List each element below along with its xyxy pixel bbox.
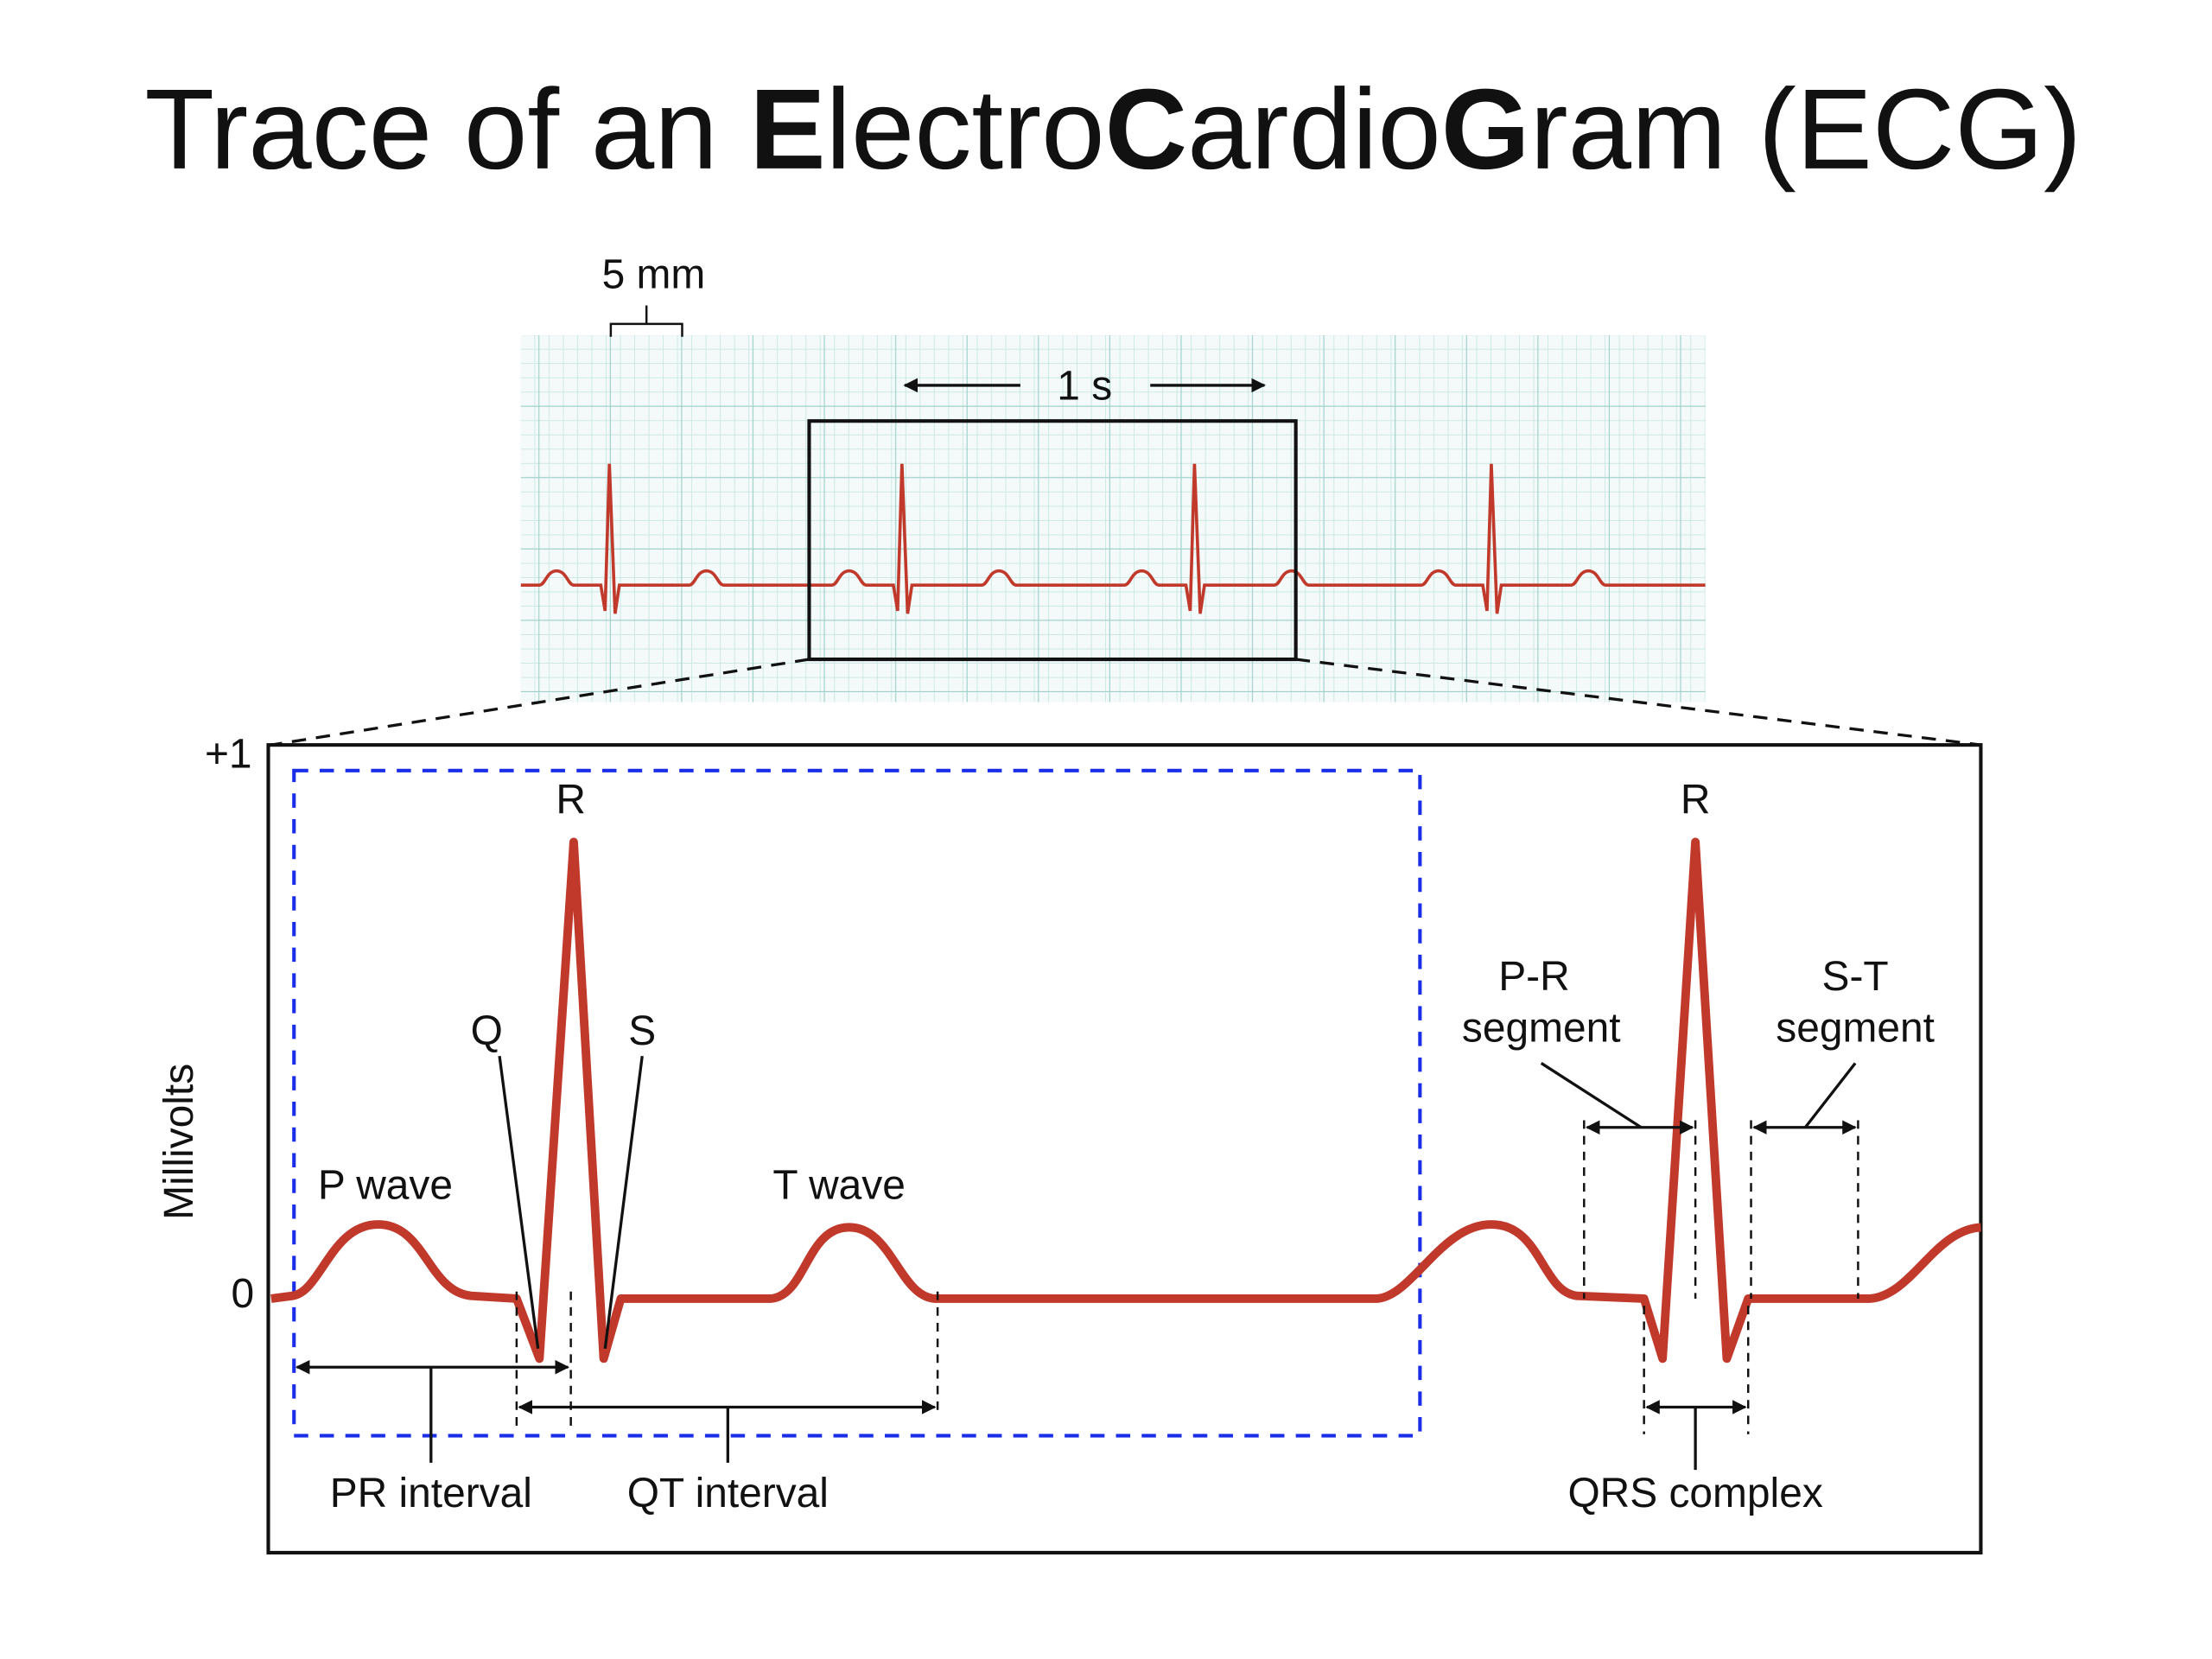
zoom-line: [270, 658, 810, 747]
highlight-box: [292, 768, 1422, 1438]
detail-frame: [266, 743, 1983, 1555]
time-label: 1 s: [1057, 363, 1112, 409]
title: Trace of an ElectroCardioGram (ECG): [144, 65, 2082, 193]
segment-label: P-R: [1498, 954, 1569, 1000]
title-part: C: [1105, 65, 1187, 193]
wave-label: R: [556, 777, 586, 823]
interval-label: QT interval: [627, 1471, 829, 1516]
wave-label: P wave: [318, 1162, 453, 1208]
annotation-lines: [295, 1055, 1857, 1471]
segment-label: segment: [1462, 1006, 1621, 1052]
scale-label: 5 mm: [602, 252, 706, 298]
grid-major: [520, 335, 1706, 702]
segment-label: S-T: [1822, 954, 1889, 1000]
segment-label: segment: [1776, 1006, 1935, 1052]
ecg-detail: +1 0 Millivolts R R Q S P: [156, 732, 1983, 1555]
title-part: G: [1441, 65, 1530, 193]
title-part: ardio: [1187, 65, 1441, 193]
y-axis-label: Millivolts: [156, 1064, 202, 1220]
title-part: E: [749, 65, 825, 193]
interval-label: PR interval: [330, 1471, 532, 1516]
detail-trace: [270, 837, 1982, 1363]
interval-label: QRS complex: [1567, 1471, 1822, 1516]
zoom-line: [1295, 658, 1981, 747]
y-tick-label: +1: [205, 732, 252, 778]
wave-label: S: [628, 1008, 656, 1054]
zoom-box: [807, 419, 1298, 662]
title-part: Trace of an: [144, 65, 749, 193]
title-part: ram (ECG): [1530, 65, 2082, 193]
strip-trace: [520, 463, 1706, 614]
wave-label: Q: [471, 1008, 503, 1054]
y-tick-label: 0: [231, 1271, 254, 1317]
title-part: lectro: [826, 65, 1105, 193]
wave-label: T wave: [772, 1162, 905, 1208]
ecg-strip: 5 mm 1 s: [270, 252, 1981, 747]
scale-bracket: [609, 305, 683, 337]
wave-label: R: [1681, 777, 1711, 823]
